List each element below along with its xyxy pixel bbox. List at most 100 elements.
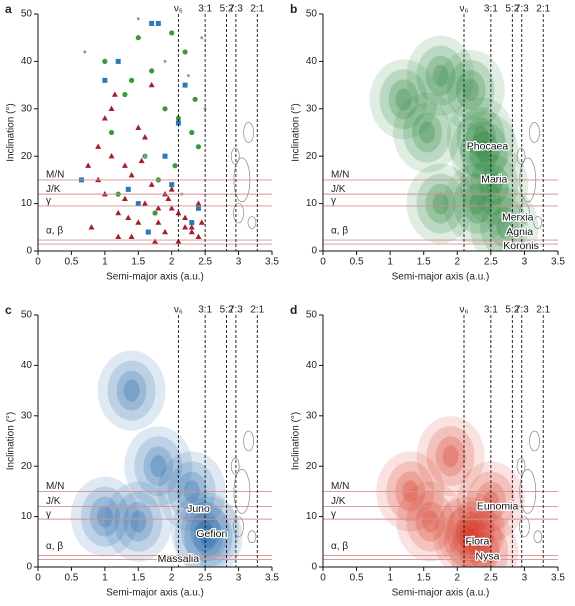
x-tick-label: 0 [35, 257, 41, 268]
x-tick-label: 3.5 [551, 257, 565, 268]
density-contour [462, 520, 479, 543]
y-tick-label: 0 [26, 562, 32, 573]
x-axis-label: Semi-major axis (a.u.) [106, 588, 204, 599]
point [95, 176, 102, 183]
family-label: J/K [331, 184, 346, 195]
outer-contour [519, 202, 530, 224]
family-annotation: Nysa [476, 551, 500, 563]
density-contour [130, 510, 147, 533]
density-contour [393, 92, 462, 173]
resonance-label: 3:1 [484, 4, 498, 15]
y-tick-label: 10 [21, 511, 33, 522]
point [155, 205, 162, 211]
density-contour [97, 350, 166, 431]
point [155, 219, 162, 225]
point [85, 162, 92, 168]
x-tick-label: 3.5 [551, 573, 565, 584]
outer-contour [533, 530, 543, 544]
point [168, 205, 175, 211]
x-tick-label: 2 [169, 257, 175, 268]
x-tick-label: 3.5 [265, 573, 279, 584]
density-contour [406, 163, 475, 244]
density-contour [388, 79, 419, 120]
density-contour [462, 78, 479, 101]
density-contour [460, 121, 509, 182]
x-tick-label: 1 [387, 573, 393, 584]
x-tick-label: 2.5 [198, 573, 212, 584]
density-contour [470, 154, 519, 215]
family-label: J/K [331, 496, 346, 507]
family-annotation: Agnia [506, 226, 533, 238]
density-contour [425, 183, 456, 224]
point [152, 238, 158, 244]
point [203, 107, 207, 111]
family-label: J/K [46, 184, 61, 195]
panel-letter: c [5, 303, 12, 317]
family-annotation: Gefion [196, 528, 227, 540]
density-contour [446, 501, 495, 562]
panel: b M/N J/Kγ α, β ν₆ 3:1 5:27:3 2:1 Phocaea Maria Me… [290, 2, 565, 282]
density-contour [200, 525, 217, 548]
outer-contour [516, 457, 526, 475]
density-contour [446, 59, 495, 120]
density-contour [379, 69, 428, 130]
x-tick-label: 1.5 [131, 573, 145, 584]
density-contour [460, 144, 529, 225]
resonance-label: 2:1 [250, 305, 264, 316]
x-tick-label: 1.5 [417, 573, 431, 584]
density-contour [415, 501, 446, 542]
density-contour [416, 173, 465, 234]
outer-contour [230, 457, 240, 475]
point [200, 36, 204, 40]
point [141, 200, 148, 206]
point [162, 190, 169, 197]
family-label: α, β [46, 541, 63, 552]
density-contour [406, 35, 475, 116]
point [182, 82, 188, 88]
family-label: γ [46, 196, 51, 207]
resonance-label: 3:1 [198, 4, 212, 15]
x-tick-label: 1 [387, 257, 393, 268]
y-tick-label: 0 [311, 246, 317, 257]
panel-letter: a [5, 2, 12, 16]
x-tick-label: 0 [320, 257, 326, 268]
y-tick-label: 0 [26, 246, 32, 257]
family-annotation: Phocaea [467, 141, 509, 153]
family-label: α, β [331, 541, 348, 552]
x-tick-label: 3 [236, 573, 242, 584]
point [115, 58, 121, 64]
y-tick-label: 0 [311, 562, 317, 573]
resonance-label: 2:1 [250, 4, 264, 15]
point [135, 35, 141, 41]
density-contour [143, 446, 174, 487]
density-contour [171, 491, 240, 567]
x-tick-label: 1 [102, 257, 108, 268]
outer-contour [529, 430, 540, 452]
density-contour [452, 516, 483, 557]
point [141, 134, 148, 140]
point [122, 91, 128, 98]
point [108, 129, 115, 136]
family-annotation: Massalia [158, 553, 200, 565]
density-contour [476, 140, 493, 163]
density-contour [486, 173, 503, 196]
density-contour [184, 506, 233, 567]
density-contour [459, 525, 476, 548]
x-tick-label: 0 [35, 573, 41, 584]
outer-contour [233, 202, 244, 224]
y-tick-label: 10 [306, 198, 318, 209]
point [148, 181, 155, 187]
x-tick-label: 3.5 [265, 257, 279, 268]
resonance-label: ν₆ [174, 4, 183, 15]
density-contour [104, 481, 173, 562]
point [129, 77, 135, 83]
point [168, 186, 175, 192]
point [145, 229, 151, 235]
density-contour [416, 45, 465, 106]
outer-contour [516, 147, 526, 165]
point [128, 233, 135, 239]
y-axis-label: Inclination (°) [291, 412, 302, 470]
x-tick-label: 2.5 [198, 257, 212, 268]
point [195, 233, 202, 239]
point [135, 201, 141, 207]
